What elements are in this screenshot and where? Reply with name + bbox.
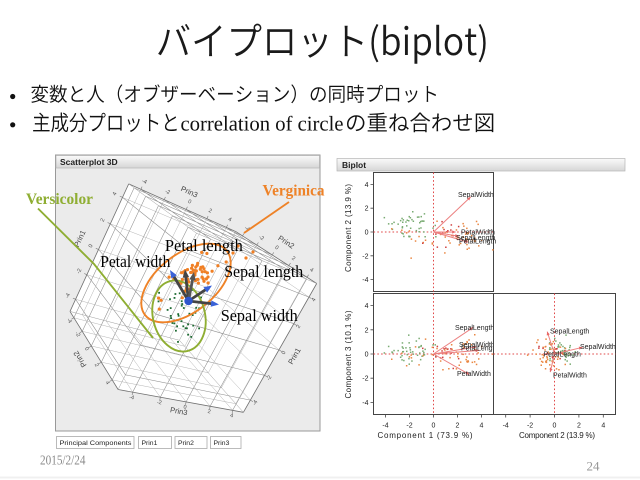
svg-text:-4: -4: [362, 277, 368, 284]
svg-text:0: 0: [432, 423, 436, 430]
svg-text:Sepal width: Sepal width: [221, 306, 298, 325]
svg-text:Versicolor: Versicolor: [26, 191, 93, 208]
svg-text:-4: -4: [141, 178, 148, 185]
svg-text:-4: -4: [362, 400, 368, 407]
svg-text:0: 0: [365, 352, 369, 359]
svg-text:2: 2: [207, 409, 211, 415]
svg-text:-2: -2: [362, 376, 368, 383]
svg-text:Biplot: Biplot: [342, 160, 366, 170]
svg-text:Scatterplot 3D: Scatterplot 3D: [60, 157, 118, 167]
svg-text:4: 4: [308, 267, 314, 274]
svg-text:2: 2: [577, 423, 581, 430]
svg-text:-2: -2: [156, 400, 162, 407]
svg-text:4: 4: [104, 380, 111, 386]
svg-text:0: 0: [553, 423, 557, 430]
svg-text:4: 4: [311, 297, 318, 303]
svg-text:PetalWidth: PetalWidth: [553, 373, 587, 380]
svg-text:4: 4: [601, 423, 605, 430]
svg-text:SepalWidth: SepalWidth: [459, 342, 495, 349]
svg-text:PetalLength: PetalLength: [459, 239, 496, 246]
svg-text:SepalLength: SepalLength: [550, 329, 589, 336]
svg-text:Sepal length: Sepal length: [224, 262, 303, 281]
svg-text:24: 24: [587, 459, 601, 474]
svg-text:0: 0: [183, 404, 187, 410]
svg-text:-2: -2: [76, 268, 84, 275]
svg-text:-2: -2: [406, 423, 412, 430]
svg-text:Component 2 (13.9 %): Component 2 (13.9 %): [519, 431, 595, 440]
svg-text:0: 0: [83, 346, 90, 352]
svg-text:-2: -2: [527, 423, 533, 430]
svg-text:0: 0: [365, 230, 369, 237]
svg-text:4: 4: [230, 413, 234, 419]
svg-text:Prin2: Prin2: [178, 440, 194, 447]
svg-text:2: 2: [290, 256, 296, 263]
svg-text:2: 2: [100, 218, 107, 223]
svg-text:2: 2: [207, 208, 212, 215]
svg-text:2: 2: [365, 206, 369, 213]
svg-text:2: 2: [365, 327, 369, 334]
svg-text:0: 0: [281, 350, 288, 356]
svg-text:-4: -4: [503, 423, 509, 430]
svg-text:-4: -4: [382, 423, 388, 430]
svg-text:-4: -4: [129, 395, 135, 402]
svg-text:Component 2 (13.9 %): Component 2 (13.9 %): [344, 184, 353, 272]
svg-text:0: 0: [274, 245, 280, 252]
svg-text:-4: -4: [252, 399, 260, 406]
svg-text:Component 3 (10.1 %): Component 3 (10.1 %): [344, 310, 353, 398]
svg-text:4: 4: [480, 423, 484, 430]
svg-text:-4: -4: [243, 225, 250, 233]
svg-text:Verginica: Verginica: [263, 183, 325, 200]
svg-text:SepalLength: SepalLength: [455, 325, 494, 332]
svg-text:PetalLength: PetalLength: [544, 352, 581, 359]
svg-text:2: 2: [456, 423, 460, 430]
svg-text:Petal width: Petal width: [100, 252, 170, 271]
svg-text:-2: -2: [164, 189, 171, 196]
svg-text:Petal length: Petal length: [165, 236, 243, 255]
svg-text:-2: -2: [362, 253, 368, 260]
svg-text:4: 4: [227, 217, 232, 224]
svg-text:2: 2: [296, 324, 303, 330]
svg-text:-4: -4: [65, 317, 73, 324]
svg-text:PetalLength: PetalLength: [461, 346, 498, 353]
svg-text:Prin3: Prin3: [169, 405, 188, 417]
svg-text:Component 1 (73.9 %): Component 1 (73.9 %): [378, 431, 473, 440]
svg-text:SepalWidth: SepalWidth: [580, 344, 616, 351]
svg-text:Prin3: Prin3: [214, 440, 230, 447]
svg-text:2015/2/24: 2015/2/24: [40, 453, 86, 468]
svg-text:SepalLength: SepalLength: [456, 235, 495, 242]
svg-text:0: 0: [187, 199, 192, 206]
svg-text:4: 4: [112, 191, 119, 196]
svg-text:PetalWidth: PetalWidth: [461, 230, 495, 237]
svg-text:0: 0: [88, 244, 95, 249]
svg-text:2: 2: [93, 362, 100, 368]
svg-text:Prin1: Prin1: [142, 440, 158, 447]
svg-text:-2: -2: [257, 234, 264, 242]
svg-text:Principal Components: Principal Components: [60, 440, 133, 447]
svg-text:4: 4: [365, 303, 369, 310]
svg-text:SepalWidth: SepalWidth: [458, 192, 494, 199]
svg-text:4: 4: [365, 182, 369, 189]
svg-text:PetalWidth: PetalWidth: [457, 371, 491, 378]
svg-text:-2: -2: [266, 375, 274, 382]
svg-text:-4: -4: [65, 292, 73, 299]
svg-text:-2: -2: [73, 331, 81, 338]
